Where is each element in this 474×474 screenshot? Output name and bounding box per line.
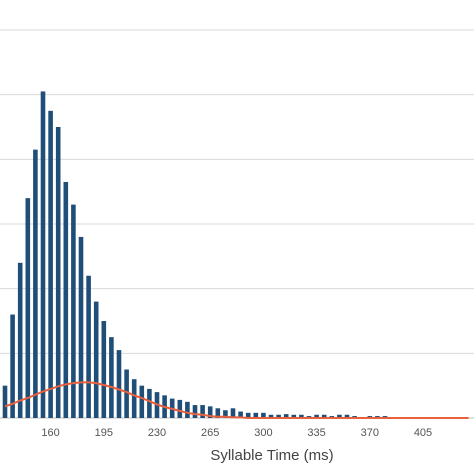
- bar: [207, 406, 213, 418]
- bar: [109, 337, 114, 418]
- bar: [238, 411, 243, 418]
- bar: [200, 405, 205, 418]
- x-tick-label: 230: [148, 427, 166, 439]
- x-tick-label: 265: [201, 427, 219, 439]
- fit-curve: [4, 381, 469, 419]
- x-tick-label: 370: [361, 427, 379, 439]
- bar: [25, 198, 31, 418]
- bar: [185, 401, 190, 418]
- x-tick-label: 160: [41, 427, 59, 439]
- bar: [245, 412, 251, 418]
- bar: [261, 412, 266, 418]
- bar: [131, 379, 137, 418]
- bar: [268, 414, 274, 418]
- bar: [276, 414, 281, 418]
- bar: [78, 236, 84, 418]
- bar: [86, 275, 91, 418]
- bar: [2, 385, 8, 418]
- bar: [10, 314, 15, 418]
- bar: [71, 204, 76, 418]
- bar: [17, 262, 23, 418]
- x-tick-label: 335: [307, 427, 325, 439]
- bar: [253, 412, 259, 418]
- bar: [33, 149, 38, 418]
- bar: [101, 321, 107, 418]
- bar: [63, 181, 69, 418]
- bar: [147, 388, 152, 418]
- x-tick-label: 405: [414, 427, 432, 439]
- bar: [344, 414, 350, 418]
- bar: [139, 385, 145, 418]
- bar: [116, 350, 122, 418]
- x-axis-title: Syllable Time (ms): [210, 447, 333, 464]
- bar: [314, 414, 319, 418]
- bar: [299, 414, 304, 418]
- bar: [177, 399, 183, 418]
- bar: [223, 410, 228, 418]
- bar: [93, 301, 99, 418]
- bar: [321, 414, 327, 418]
- bar: [283, 414, 289, 418]
- bar: [55, 127, 61, 418]
- bar: [291, 414, 297, 418]
- bar: [337, 414, 342, 418]
- x-tick-label: 300: [254, 427, 272, 439]
- bar: [215, 408, 221, 418]
- bar: [40, 91, 46, 418]
- bar: [192, 405, 198, 418]
- bar: [48, 110, 53, 418]
- x-tick-label: 195: [95, 427, 113, 439]
- bar: [230, 408, 236, 418]
- bar: [124, 369, 129, 418]
